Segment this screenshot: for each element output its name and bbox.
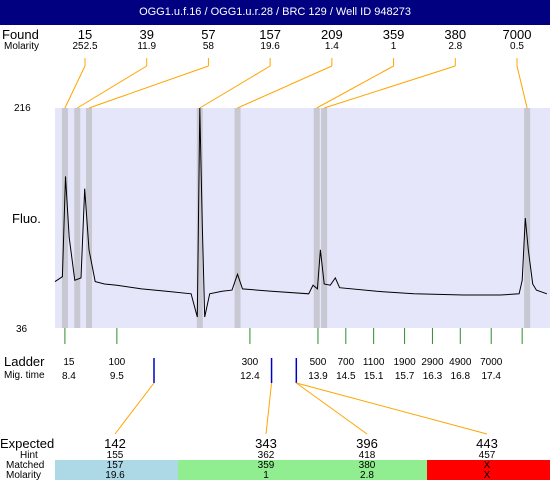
matched-value: 157: [106, 460, 124, 471]
trace-line: [54, 107, 548, 318]
ladder-size: 500: [309, 357, 327, 368]
ladder-mig-time: 17.4: [481, 371, 501, 382]
found-molarity: 2.8: [448, 41, 463, 52]
found-connector: [324, 65, 456, 109]
found-molarity: 1: [390, 41, 397, 52]
expected-connector: [114, 382, 155, 435]
expected-connector: [265, 382, 273, 435]
expected-connector: [296, 382, 488, 435]
hint-value: 457: [478, 450, 496, 461]
matched-label: Matched: [6, 460, 45, 471]
peak-band: [313, 108, 320, 328]
ladder-mig-time: 16.8: [450, 371, 471, 382]
hint-value: 155: [106, 450, 124, 461]
matched-value: X: [483, 460, 491, 471]
ladder-mig-time: 15.1: [363, 371, 384, 382]
found-size: 15: [77, 27, 93, 42]
chart-header: OGG1.u.f.16 / OGG1.u.r.28 / BRC 129 / We…: [0, 0, 550, 25]
found-connector: [88, 65, 209, 109]
ladder-size: 700: [337, 357, 355, 368]
hint-label: Hint: [20, 450, 38, 461]
mig-time-label: Mig. time: [4, 370, 45, 381]
ladder-mig-time: 13.9: [308, 371, 328, 382]
y-max-label: 216: [14, 103, 31, 114]
ladder-size: 15: [63, 357, 75, 368]
expected-value: 443: [476, 436, 498, 451]
molarity-value: 19.6: [105, 470, 125, 481]
found-size: 39: [139, 27, 154, 42]
ladder-size: 2900: [421, 357, 444, 368]
plot-area: [55, 108, 550, 328]
found-connector: [77, 65, 147, 109]
peak-band: [61, 108, 68, 328]
expected-value: 343: [255, 436, 277, 451]
found-size: 157: [259, 27, 281, 42]
peak-band: [74, 108, 81, 328]
found-molarity: 0.5: [510, 41, 524, 52]
found-size: 7000: [502, 27, 532, 42]
found-label: Found: [2, 27, 39, 42]
y-axis-label: Fluo.: [12, 211, 41, 226]
matched-band: [427, 460, 550, 480]
found-molarity: 1.4: [324, 41, 339, 52]
peak-band: [321, 108, 328, 328]
matched-band: [178, 460, 427, 480]
hint-value: 418: [358, 450, 376, 461]
peak-band: [196, 108, 203, 328]
found-size: 57: [201, 27, 216, 42]
ladder-size: 300: [241, 357, 259, 368]
found-size: 209: [320, 27, 343, 42]
expected-connector: [296, 382, 368, 435]
matched-value: 380: [358, 460, 376, 471]
molarity-value: 2.8: [360, 470, 374, 481]
peak-band: [86, 108, 93, 328]
ladder-mig-time: 9.5: [109, 371, 124, 382]
molarity-row-label: Molarity: [6, 470, 42, 481]
molarity-value: X: [483, 470, 491, 481]
ladder-mig-time: 8.4: [61, 371, 76, 382]
found-connector: [237, 65, 333, 109]
ladder-size: 100: [108, 357, 126, 368]
peak-band: [524, 108, 531, 328]
matched-band: [55, 460, 178, 480]
found-molarity: 252.5: [72, 41, 98, 52]
ladder-size: 1100: [362, 357, 385, 368]
ladder-mig-time: 15.7: [394, 371, 415, 382]
ladder-size: 1900: [393, 357, 416, 368]
ladder-mig-time: 14.5: [336, 371, 356, 382]
found-connector: [64, 65, 86, 109]
ladder-mig-time: 16.3: [422, 371, 443, 382]
ladder-size: 7000: [480, 357, 503, 368]
chart-title: OGG1.u.f.16 / OGG1.u.r.28 / BRC 129 / We…: [139, 6, 411, 18]
ladder-label: Ladder: [4, 354, 45, 369]
found-molarity: 58: [202, 41, 214, 52]
expected-label: Expected: [0, 436, 55, 451]
expected-value: 142: [104, 436, 126, 451]
peak-band: [234, 108, 241, 328]
ladder-size: 4900: [449, 357, 472, 368]
hint-value: 362: [257, 450, 275, 461]
found-connector: [516, 65, 528, 109]
found-connector: [199, 65, 271, 109]
found-size: 359: [382, 27, 405, 42]
found-connector: [316, 65, 394, 109]
found-molarity: 19.6: [260, 41, 280, 52]
matched-value: 359: [257, 460, 275, 471]
found-size: 380: [444, 27, 467, 42]
expected-value: 396: [356, 436, 378, 451]
molarity-label: Molarity: [4, 41, 40, 52]
molarity-value: 1: [263, 470, 269, 481]
y-min-label: 36: [16, 324, 28, 335]
ladder-mig-time: 12.4: [240, 371, 260, 382]
found-molarity: 11.9: [137, 41, 157, 52]
